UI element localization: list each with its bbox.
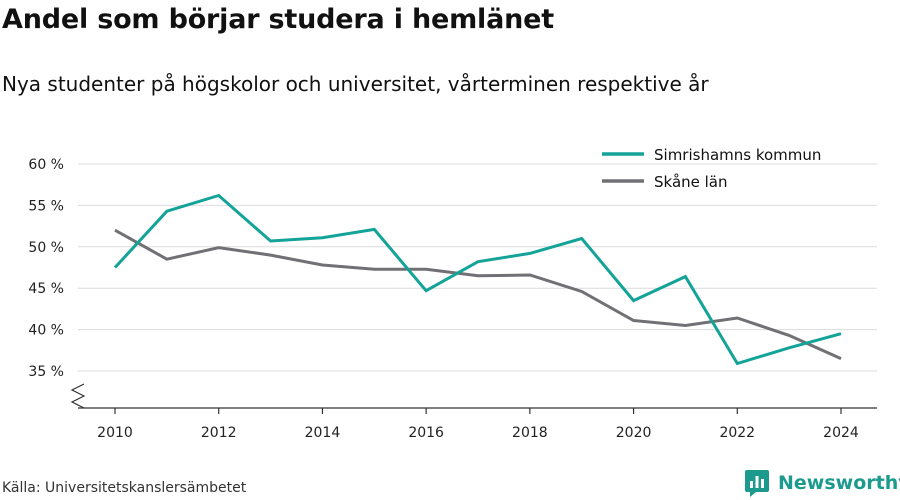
y-axis-ticks: 35 % 40 % 45 % 50 % 55 % 60 % xyxy=(28,157,64,380)
legend-label: Simrishamns kommun xyxy=(654,146,821,164)
x-tick-label: 2010 xyxy=(97,425,133,441)
chart-title: Andel som börjar studera i hemlänet xyxy=(2,4,554,35)
x-tick-label: 2012 xyxy=(201,425,237,441)
brand-logo[interactable]: Newsworthy xyxy=(744,468,900,498)
y-tick-label: 50 % xyxy=(28,240,64,256)
chart-series xyxy=(113,193,842,366)
legend: Simrishamns kommun Skåne län xyxy=(592,141,866,191)
x-tick-label: 2018 xyxy=(512,425,548,441)
brand-name: Newsworthy xyxy=(778,472,900,494)
legend-background xyxy=(592,168,866,190)
x-axis: 2010 2012 2014 2016 2018 2020 2022 2024 xyxy=(70,383,877,441)
chart-subtitle: Nya studenter på högskolor och universit… xyxy=(2,72,709,96)
bar-chart-logo-icon xyxy=(745,470,769,497)
x-tick-label: 2014 xyxy=(305,425,341,441)
axis-break-icon xyxy=(70,383,86,409)
y-tick-label: 55 % xyxy=(28,198,64,214)
y-tick-label: 45 % xyxy=(28,281,64,297)
series-line xyxy=(113,193,842,366)
series-line xyxy=(114,228,842,360)
x-tick-label: 2016 xyxy=(408,425,444,441)
x-tick-label: 2022 xyxy=(719,425,755,441)
legend-label: Skåne län xyxy=(654,173,728,191)
legend-background xyxy=(592,141,866,163)
y-tick-label: 35 % xyxy=(28,364,64,380)
source-note: Källa: Universitetskanslersämbetet xyxy=(2,480,247,496)
y-tick-label: 40 % xyxy=(28,323,64,339)
grid-lines xyxy=(78,163,877,372)
x-tick-label: 2024 xyxy=(823,425,859,441)
x-tick-label: 2020 xyxy=(616,425,652,441)
y-tick-label: 60 % xyxy=(28,157,64,173)
